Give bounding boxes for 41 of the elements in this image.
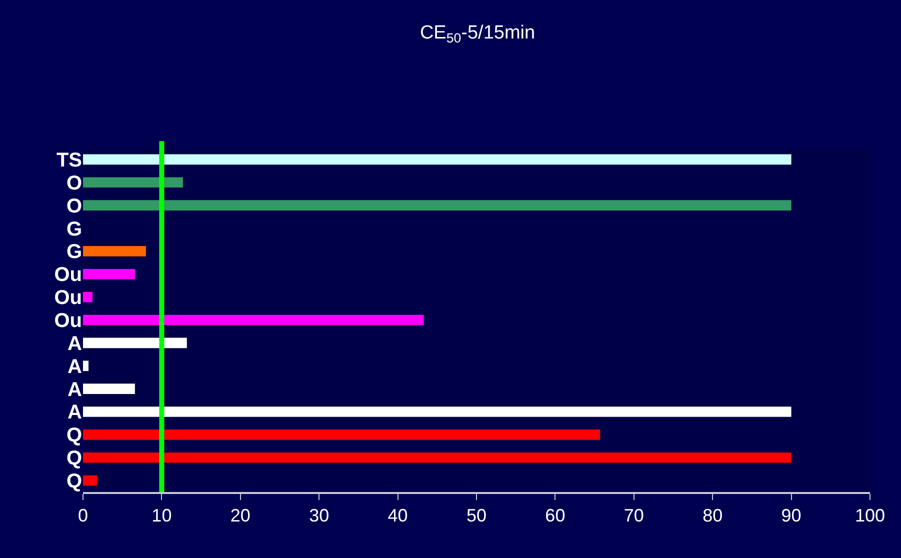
bar [83, 338, 187, 348]
x-tick-label: 0 [78, 505, 88, 526]
x-tick-label: 40 [388, 505, 408, 526]
bar [83, 384, 135, 394]
y-tick-label: O [66, 195, 82, 218]
y-tick-label: Q [66, 424, 82, 447]
bar [83, 314, 424, 326]
x-tick-label: 90 [781, 505, 802, 526]
bar [83, 246, 146, 256]
y-tick-label: A [68, 402, 82, 424]
x-tick-label: 80 [702, 505, 723, 526]
bar [83, 154, 792, 165]
y-tick-label: Ou [54, 287, 82, 310]
x-tick-label: 20 [230, 505, 250, 526]
y-tick-label: A [68, 356, 82, 378]
bar [83, 452, 792, 463]
x-tick-label: 60 [545, 505, 566, 526]
bar [83, 360, 89, 372]
x-tick-label: 50 [466, 505, 487, 526]
y-tick-label: A [68, 332, 82, 355]
y-tick-label: Ou [54, 264, 82, 286]
y-tick-label: A [68, 378, 82, 401]
x-tick-label: 100 [854, 505, 886, 526]
x-tick-label: 30 [309, 505, 330, 526]
y-tick-label: Q [66, 470, 82, 493]
y-tick-label: Ou [54, 310, 82, 332]
bar [83, 292, 92, 302]
bar [83, 430, 600, 440]
y-tick-label: TS [56, 149, 82, 172]
y-tick-label: G [66, 218, 82, 240]
y-tick-label: O [66, 172, 82, 194]
chart-title: CE$_{50}$-5/15min [420, 22, 536, 46]
bar [83, 475, 98, 486]
bar [83, 177, 183, 188]
x-tick-label: 70 [624, 505, 644, 526]
bar [83, 406, 792, 417]
y-tick-label: G [66, 241, 82, 264]
bar [83, 268, 135, 280]
bar [83, 200, 792, 210]
y-tick-label: Q [66, 448, 82, 470]
x-tick-label: 10 [152, 505, 172, 526]
